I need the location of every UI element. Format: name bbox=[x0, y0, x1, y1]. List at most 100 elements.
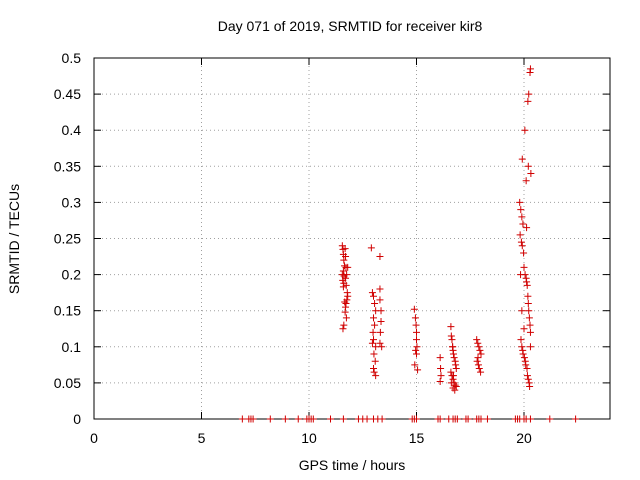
y-tick-label: 0 bbox=[73, 411, 81, 427]
data-point bbox=[447, 368, 455, 376]
data-points bbox=[238, 65, 580, 423]
data-point bbox=[371, 299, 379, 307]
data-point bbox=[370, 350, 378, 358]
data-point bbox=[413, 328, 420, 336]
data-point bbox=[371, 321, 379, 329]
x-tick-label: 10 bbox=[301, 430, 317, 446]
data-point bbox=[449, 384, 457, 392]
data-point bbox=[370, 292, 377, 300]
data-point bbox=[340, 262, 348, 270]
data-point bbox=[450, 354, 458, 362]
data-point bbox=[413, 350, 420, 358]
data-point bbox=[517, 336, 525, 344]
data-point bbox=[378, 343, 386, 351]
data-point bbox=[281, 415, 289, 423]
data-point bbox=[342, 253, 350, 261]
data-point bbox=[377, 318, 385, 326]
data-point bbox=[376, 296, 384, 304]
data-point bbox=[520, 249, 528, 257]
data-point bbox=[474, 361, 482, 369]
data-point bbox=[524, 292, 532, 300]
data-point bbox=[342, 314, 350, 322]
data-point bbox=[525, 307, 533, 315]
data-point bbox=[526, 321, 534, 329]
data-point bbox=[327, 415, 334, 423]
data-point bbox=[436, 415, 444, 423]
data-point bbox=[523, 224, 531, 232]
data-point bbox=[372, 372, 380, 380]
data-point bbox=[449, 350, 457, 358]
data-point bbox=[526, 65, 534, 73]
data-point bbox=[523, 364, 531, 372]
data-point bbox=[367, 244, 375, 252]
data-point bbox=[370, 364, 377, 372]
data-point bbox=[453, 415, 461, 423]
data-point bbox=[413, 343, 421, 351]
data-point bbox=[523, 281, 531, 289]
data-point bbox=[518, 307, 526, 315]
data-point bbox=[473, 336, 481, 344]
data-point bbox=[340, 256, 348, 264]
y-tick-label: 0.1 bbox=[62, 339, 82, 355]
x-tick-label: 0 bbox=[90, 430, 98, 446]
data-point bbox=[266, 415, 274, 423]
data-point bbox=[475, 343, 483, 351]
data-point bbox=[370, 368, 378, 376]
x-tick-label: 5 bbox=[198, 430, 206, 446]
data-point bbox=[370, 336, 377, 344]
data-point bbox=[410, 305, 418, 313]
data-point bbox=[368, 289, 376, 297]
data-point bbox=[519, 350, 527, 358]
data-point bbox=[518, 242, 526, 250]
data-point bbox=[523, 372, 531, 380]
axis-ticks bbox=[93, 57, 610, 420]
data-point bbox=[516, 231, 524, 239]
data-point bbox=[475, 364, 483, 372]
data-point bbox=[523, 278, 531, 286]
data-point bbox=[525, 90, 533, 98]
data-point bbox=[449, 372, 457, 380]
data-point bbox=[436, 377, 444, 385]
data-point bbox=[344, 292, 352, 300]
y-tick-labels: 0 0.05 0.1 0.15 0.2 0.25 0.3 0.35 0.4 0.45 0.5 bbox=[54, 50, 81, 427]
y-tick-label: 0.25 bbox=[54, 231, 81, 247]
data-point bbox=[339, 415, 347, 423]
data-point bbox=[473, 357, 481, 365]
y-tick-label: 0.15 bbox=[54, 303, 81, 319]
data-point bbox=[341, 245, 349, 253]
data-point bbox=[452, 364, 460, 372]
data-point bbox=[412, 346, 420, 354]
data-point bbox=[520, 354, 528, 362]
data-point bbox=[517, 206, 525, 214]
y-tick-label: 0.2 bbox=[62, 267, 82, 283]
data-point bbox=[378, 415, 386, 423]
data-point bbox=[464, 415, 472, 423]
y-tick-label: 0.5 bbox=[62, 50, 82, 66]
data-point bbox=[520, 263, 528, 271]
data-point bbox=[474, 339, 482, 347]
data-point bbox=[526, 383, 534, 391]
data-point bbox=[436, 354, 444, 362]
data-point bbox=[294, 415, 302, 423]
data-point bbox=[546, 415, 554, 423]
data-point bbox=[448, 336, 456, 344]
data-point bbox=[377, 307, 385, 315]
data-point bbox=[477, 350, 485, 358]
x-tick-labels: 0 5 10 15 20 bbox=[90, 430, 532, 446]
data-point bbox=[526, 328, 534, 336]
data-point bbox=[527, 170, 535, 178]
data-point bbox=[368, 339, 376, 347]
x-tick-label: 20 bbox=[516, 430, 532, 446]
data-point bbox=[483, 415, 491, 423]
data-point bbox=[516, 198, 524, 206]
data-point bbox=[526, 343, 534, 351]
data-point bbox=[520, 325, 528, 333]
chart-title: Day 071 of 2019, SRMTID for receiver kir… bbox=[218, 18, 483, 34]
x-axis-label: GPS time / hours bbox=[299, 457, 406, 473]
data-point bbox=[474, 354, 482, 362]
data-point bbox=[376, 285, 384, 293]
data-point bbox=[518, 155, 526, 163]
data-point bbox=[437, 372, 445, 380]
data-point bbox=[517, 271, 525, 279]
